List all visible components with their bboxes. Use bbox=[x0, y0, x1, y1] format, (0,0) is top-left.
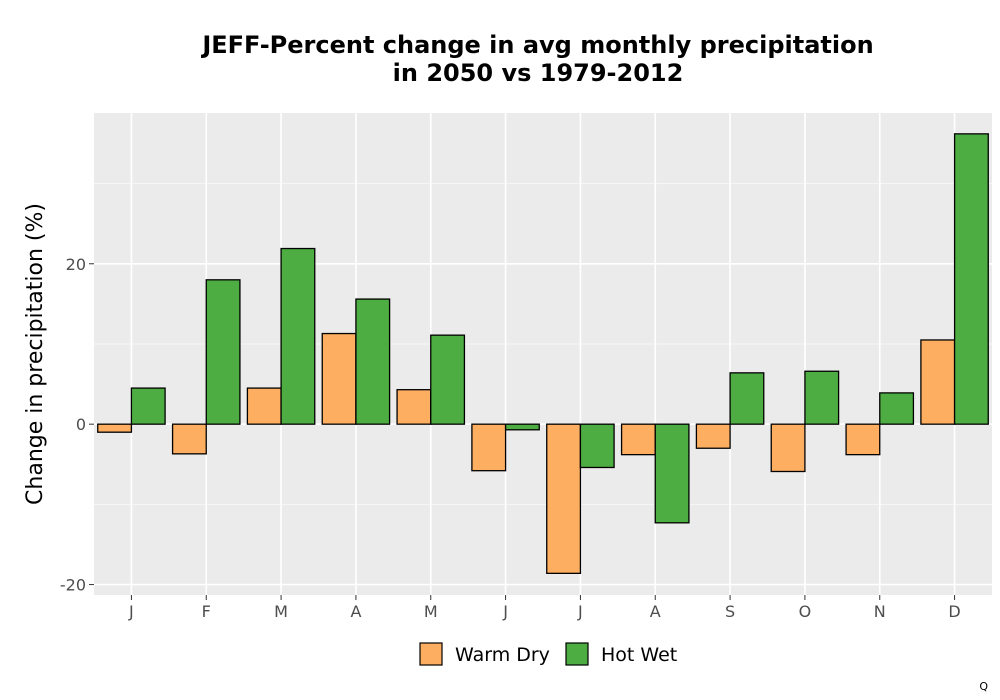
bar-hot-wet bbox=[430, 334, 466, 425]
bar-hot-wet bbox=[205, 279, 241, 425]
bar-hot-wet bbox=[654, 423, 690, 524]
x-tick-label: N bbox=[874, 602, 886, 621]
legend-label-warm-dry: Warm Dry bbox=[455, 644, 550, 666]
chart-title-line-2: in 2050 vs 1979-2012 bbox=[393, 59, 684, 87]
corner-mark: Q bbox=[979, 680, 988, 693]
x-tick-label: A bbox=[350, 602, 361, 621]
chart-title-line-1: JEFF-Percent change in avg monthly preci… bbox=[200, 31, 873, 59]
bar-warm-dry bbox=[97, 423, 133, 433]
x-tick-label: O bbox=[799, 602, 812, 621]
legend-key-hot-wet bbox=[565, 642, 589, 666]
x-tick-label: S bbox=[725, 602, 735, 621]
bar-warm-dry bbox=[246, 387, 282, 425]
x-tick-label: F bbox=[202, 602, 211, 621]
bar-hot-wet bbox=[579, 423, 615, 469]
legend-label-hot-wet: Hot Wet bbox=[601, 644, 677, 666]
x-tick-label: J bbox=[502, 602, 508, 621]
bar-warm-dry bbox=[396, 389, 432, 425]
bar-warm-dry bbox=[620, 423, 656, 456]
bar-warm-dry bbox=[920, 339, 956, 425]
x-tick-label: M bbox=[424, 602, 438, 621]
bar-warm-dry bbox=[471, 423, 507, 472]
bars bbox=[97, 133, 989, 574]
y-tick-label: 0 bbox=[76, 415, 86, 434]
x-tick-label: A bbox=[650, 602, 661, 621]
y-axis: -20 0 20 bbox=[60, 255, 94, 595]
x-tick-label: J bbox=[128, 602, 134, 621]
grid-minor bbox=[94, 183, 992, 505]
x-tick-label: M bbox=[274, 602, 288, 621]
x-tick-label: J bbox=[577, 602, 583, 621]
legend: Warm Dry Hot Wet bbox=[419, 642, 677, 666]
bar-hot-wet bbox=[130, 387, 166, 425]
bar-warm-dry bbox=[770, 423, 806, 473]
bar-warm-dry bbox=[171, 423, 207, 455]
bar-warm-dry bbox=[845, 423, 881, 456]
plot-panel bbox=[94, 113, 992, 595]
bar-warm-dry bbox=[546, 423, 582, 574]
y-tick-label: 20 bbox=[66, 255, 86, 274]
bar-warm-dry bbox=[695, 423, 731, 449]
bar-hot-wet bbox=[729, 372, 765, 425]
bar-hot-wet bbox=[953, 133, 989, 425]
legend-key-warm-dry bbox=[419, 642, 443, 666]
bar-hot-wet bbox=[504, 423, 540, 431]
bar-warm-dry bbox=[321, 332, 357, 425]
y-tick-label: -20 bbox=[60, 576, 86, 595]
bar-hot-wet bbox=[804, 370, 840, 425]
x-tick-label: D bbox=[948, 602, 960, 621]
bar-hot-wet bbox=[280, 247, 316, 425]
bar-hot-wet bbox=[879, 392, 915, 425]
bar-hot-wet bbox=[355, 298, 391, 425]
y-axis-label: Change in precipitation (%) bbox=[23, 203, 48, 505]
